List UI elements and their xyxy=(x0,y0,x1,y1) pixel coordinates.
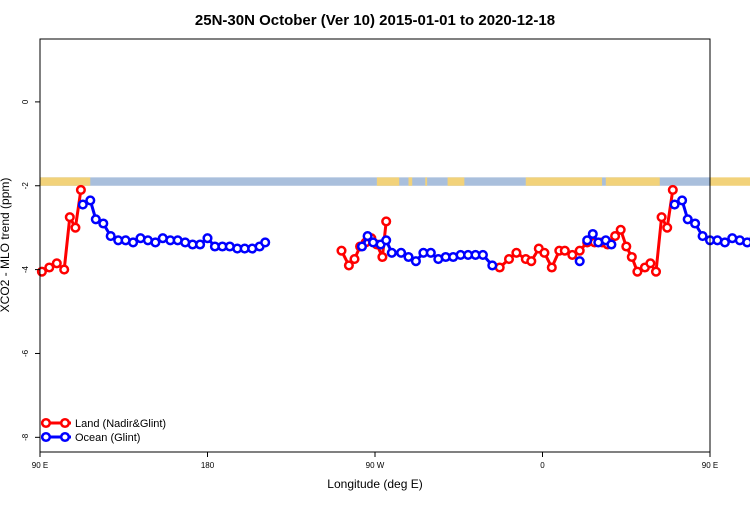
land-data-point xyxy=(59,264,70,275)
ocean-data-point xyxy=(477,249,488,260)
x-axis-label: Longitude (deg E) xyxy=(327,477,422,491)
x-tick-label: 90 W xyxy=(366,461,385,470)
ocean-data-point xyxy=(582,235,593,246)
x-tick-label: 90 E xyxy=(702,461,718,470)
y-axis: 0 -2 -4 -6 -8 xyxy=(21,99,40,441)
land-data-point xyxy=(64,212,75,223)
ocean-data-point xyxy=(150,237,161,248)
ocean-data-point xyxy=(742,237,750,248)
land-data-point xyxy=(343,260,354,271)
land-legend-marker xyxy=(40,417,52,429)
y-tick-label: 0 xyxy=(21,99,30,104)
ocean-data-point xyxy=(85,195,96,206)
land-segment xyxy=(408,177,413,186)
ocean-data-point xyxy=(381,235,392,246)
legend: Land (Nadir&Glint) Ocean (Glint) xyxy=(40,417,166,444)
land-data-point xyxy=(650,266,662,277)
ocean-data-point xyxy=(356,241,368,252)
land-data-point xyxy=(626,251,637,263)
land-segment xyxy=(447,177,465,186)
chart-title: 25N-30N October (Ver 10) 2015-01-01 to 2… xyxy=(195,12,555,29)
land-data-point xyxy=(511,247,522,258)
ocean-data-point xyxy=(260,237,271,248)
ocean-data-point xyxy=(98,218,109,229)
land-data-point xyxy=(381,216,392,227)
land-data-point xyxy=(574,245,585,256)
ocean-data-point xyxy=(677,195,688,206)
land-data-point xyxy=(546,262,557,273)
land-data-point xyxy=(662,222,673,233)
ocean-data-point xyxy=(403,251,414,263)
ocean-data-point xyxy=(690,218,701,229)
ocean-data-point xyxy=(719,237,730,248)
land-data-point xyxy=(70,222,81,233)
ocean-data-point xyxy=(90,214,101,225)
ocean-data-point xyxy=(202,233,213,244)
x-tick-label: 180 xyxy=(201,461,215,470)
ocean-data-point xyxy=(487,260,498,271)
land-legend-label: Land (Nadir&Glint) xyxy=(75,418,166,430)
land-data-point xyxy=(559,245,570,256)
ocean-data-point xyxy=(195,239,206,250)
land-segment xyxy=(525,177,603,186)
land-data-point xyxy=(615,224,626,235)
x-axis: 90 E 180 90 W 0 90 E xyxy=(32,452,718,470)
land-data-point xyxy=(621,241,632,252)
ocean-data-point xyxy=(669,199,680,210)
land-ocean-strip xyxy=(40,177,750,186)
land-segment xyxy=(605,177,660,186)
ocean-legend-label: Ocean (Glint) xyxy=(75,432,140,444)
land-legend-marker xyxy=(59,417,71,429)
ocean-data-point xyxy=(574,256,585,267)
x-tick-label: 90 E xyxy=(32,461,48,470)
land-data-point xyxy=(645,258,656,269)
land-data-point xyxy=(75,184,86,195)
ocean-data-point xyxy=(606,239,617,250)
ocean-legend-marker xyxy=(59,431,71,443)
y-axis-label: XCO2 - MLO trend (ppm) xyxy=(0,178,12,313)
ocean-data-point xyxy=(362,231,373,242)
land-data-point xyxy=(44,262,55,273)
ocean-data-point xyxy=(587,228,598,240)
ocean-legend-marker xyxy=(40,431,52,443)
land-segment xyxy=(40,177,91,186)
ocean-data-point xyxy=(386,247,397,258)
x-tick-label: 0 xyxy=(540,461,545,470)
ocean-data-point xyxy=(105,231,116,242)
ocean-data-point xyxy=(396,247,407,258)
ocean-data-point xyxy=(77,199,88,210)
y-tick-label: -6 xyxy=(21,349,30,357)
land-segment xyxy=(710,177,750,186)
y-tick-label: -8 xyxy=(21,433,30,441)
y-tick-label: -2 xyxy=(21,182,30,190)
land-segment xyxy=(376,177,400,186)
ocean-data-point xyxy=(682,214,693,225)
land-data-point xyxy=(632,266,643,277)
ocean-data-point xyxy=(425,247,436,258)
ocean-data-point xyxy=(128,237,139,248)
land-data-point xyxy=(349,254,360,265)
ocean-data-point xyxy=(410,256,421,267)
y-tick-label: -4 xyxy=(21,266,30,274)
ocean-strip xyxy=(40,177,710,186)
series-layer xyxy=(36,184,750,277)
land-data-point xyxy=(567,249,578,260)
land-data-point xyxy=(539,247,550,258)
ocean-series xyxy=(77,195,750,271)
land-data-point xyxy=(610,231,621,242)
land-data-point xyxy=(503,254,515,265)
ocean-data-point xyxy=(697,231,708,242)
land-data-point xyxy=(51,258,62,269)
land-data-point xyxy=(336,245,347,256)
land-segment xyxy=(425,177,428,186)
land-data-point xyxy=(526,256,537,267)
land-data-point xyxy=(667,184,678,195)
land-data-point xyxy=(377,251,388,263)
land-data-point xyxy=(656,212,667,223)
